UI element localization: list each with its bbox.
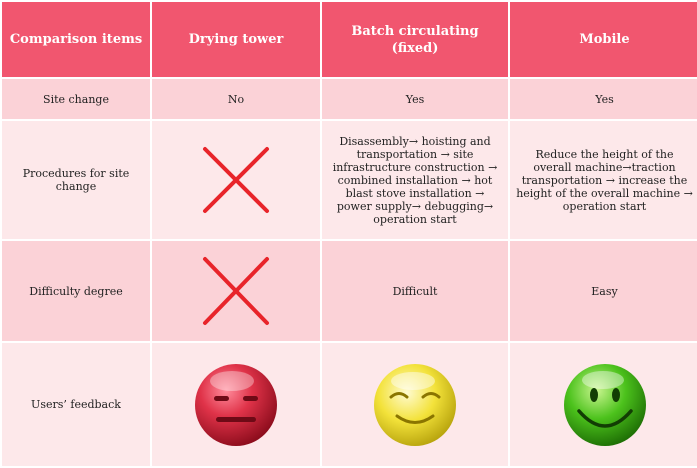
neutral-red-face-icon [195,363,277,446]
cell-drying-tower-site-change: No [152,79,320,119]
table-row-difficulty: Difficulty degree Difficult Easy [2,241,697,341]
row-label-site-change: Site change [2,79,150,119]
happy-green-face-icon [563,363,646,446]
cell-mobile-feedback [510,343,697,466]
cell-batch-difficulty: Difficult [322,241,508,341]
mild-smile-yellow-face-icon [374,363,456,446]
cell-mobile-site-change: Yes [510,79,697,119]
table-row-site-change: Site change No Yes Yes [2,79,697,119]
row-label-difficulty: Difficulty degree [2,241,150,341]
cell-batch-procedures: Disassembly→ hoisting and transportation… [322,121,508,239]
row-label-feedback: Users’ feedback [2,343,150,466]
header-mobile: Mobile [510,2,697,77]
cell-batch-feedback [322,343,508,466]
cell-drying-tower-procedures [152,121,320,239]
red-x-icon [203,147,269,213]
table-row-feedback: Users’ feedback [2,343,697,466]
cell-mobile-difficulty: Easy [510,241,697,341]
red-x-icon [203,257,269,325]
cell-drying-tower-difficulty [152,241,320,341]
cell-drying-tower-feedback [152,343,320,466]
header-row: Comparison items Drying tower Batch circ… [2,2,697,77]
table-row-procedures: Procedures for site change Disassembly→ … [2,121,697,239]
header-batch-circulating: Batch circulating (fixed) [322,2,508,77]
header-drying-tower: Drying tower [152,2,320,77]
cell-mobile-procedures: Reduce the height of the overall machine… [510,121,697,239]
cell-batch-site-change: Yes [322,79,508,119]
header-comparison-items: Comparison items [2,2,150,77]
row-label-procedures: Procedures for site change [2,121,150,239]
